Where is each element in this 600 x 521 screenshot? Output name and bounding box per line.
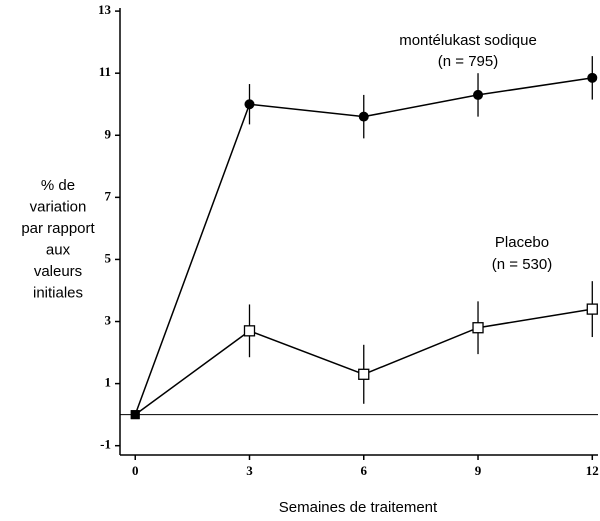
y-axis-label: par rapport bbox=[21, 220, 95, 237]
x-axis-label: Semaines de traitement bbox=[279, 499, 438, 516]
marker bbox=[586, 303, 598, 315]
marker bbox=[358, 368, 370, 380]
marker bbox=[587, 72, 598, 83]
y-tick-label: 5 bbox=[105, 250, 112, 265]
series-annotation: (n = 795) bbox=[438, 53, 498, 70]
y-tick-label: 9 bbox=[105, 126, 112, 141]
x-tick-label: 0 bbox=[132, 463, 139, 478]
y-tick-label: 13 bbox=[98, 2, 112, 17]
marker bbox=[472, 322, 484, 334]
marker bbox=[130, 410, 140, 420]
y-tick-label: 1 bbox=[105, 375, 112, 390]
y-axis-label: variation bbox=[30, 198, 87, 215]
y-tick-label: 7 bbox=[105, 188, 112, 203]
marker bbox=[243, 325, 256, 337]
x-tick-label: 9 bbox=[475, 463, 482, 478]
y-axis-label: aux bbox=[46, 241, 71, 258]
y-tick-label: 11 bbox=[99, 64, 111, 79]
series-annotation: (n = 530) bbox=[492, 256, 552, 273]
x-tick-label: 3 bbox=[246, 463, 253, 478]
marker bbox=[358, 111, 369, 122]
marker bbox=[244, 99, 255, 110]
y-tick-label: -1 bbox=[100, 437, 111, 452]
y-axis-label: valeurs bbox=[34, 263, 82, 280]
y-axis-label: % de bbox=[41, 177, 75, 194]
x-tick-label: 12 bbox=[586, 463, 599, 478]
x-tick-label: 6 bbox=[361, 463, 368, 478]
marker bbox=[473, 89, 484, 100]
series-label: montélukast sodique bbox=[399, 32, 537, 49]
y-axis-label: initiales bbox=[33, 284, 83, 301]
y-tick-label: 3 bbox=[105, 313, 112, 328]
series-label: Placebo bbox=[495, 234, 549, 251]
